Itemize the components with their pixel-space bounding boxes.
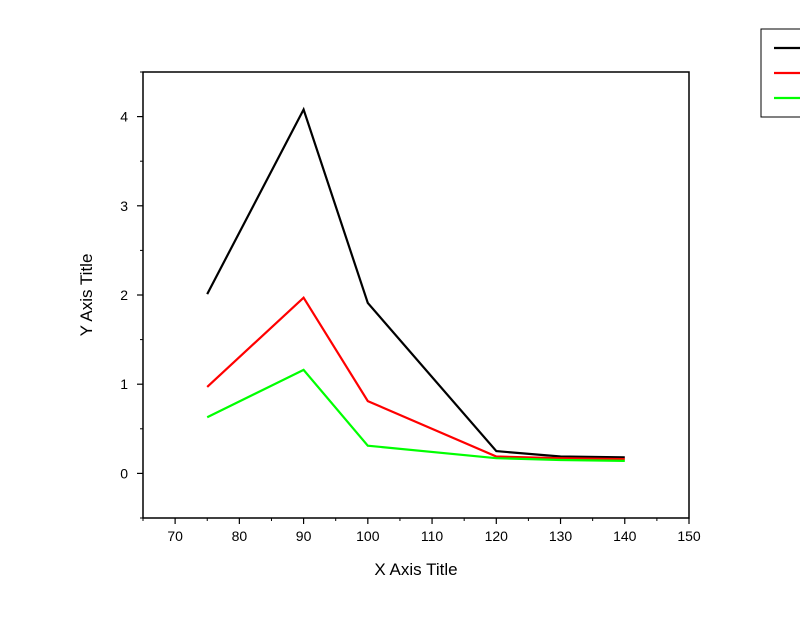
series-line-2	[206, 295, 625, 461]
y-tick-label: 2	[120, 287, 128, 303]
y-tick-label: 3	[120, 198, 128, 214]
series-lines	[206, 106, 625, 462]
y-axis-title: Y Axis Title	[77, 254, 96, 337]
x-tick-label: 90	[296, 528, 312, 544]
x-tick-label: 120	[485, 528, 509, 544]
y-tick-label: 1	[120, 376, 128, 392]
series-line-1	[206, 106, 625, 459]
x-tick-label: 150	[677, 528, 701, 544]
y-axis: 0 1 2 3 4	[120, 71, 143, 519]
x-tick-label: 100	[356, 528, 380, 544]
x-tick-label: 110	[421, 528, 444, 544]
x-axis: 70 80 90 100 110 120 130 140 150	[142, 518, 701, 544]
y-tick-label: 0	[120, 465, 128, 481]
x-tick-label: 80	[232, 528, 248, 544]
x-tick-label: 140	[613, 528, 637, 544]
x-tick-label: 130	[549, 528, 573, 544]
y-tick-label: 4	[120, 109, 128, 125]
series-line-3	[206, 368, 625, 462]
legend	[760, 28, 800, 118]
x-axis-title: X Axis Title	[374, 560, 457, 579]
x-tick-label: 70	[167, 528, 183, 544]
